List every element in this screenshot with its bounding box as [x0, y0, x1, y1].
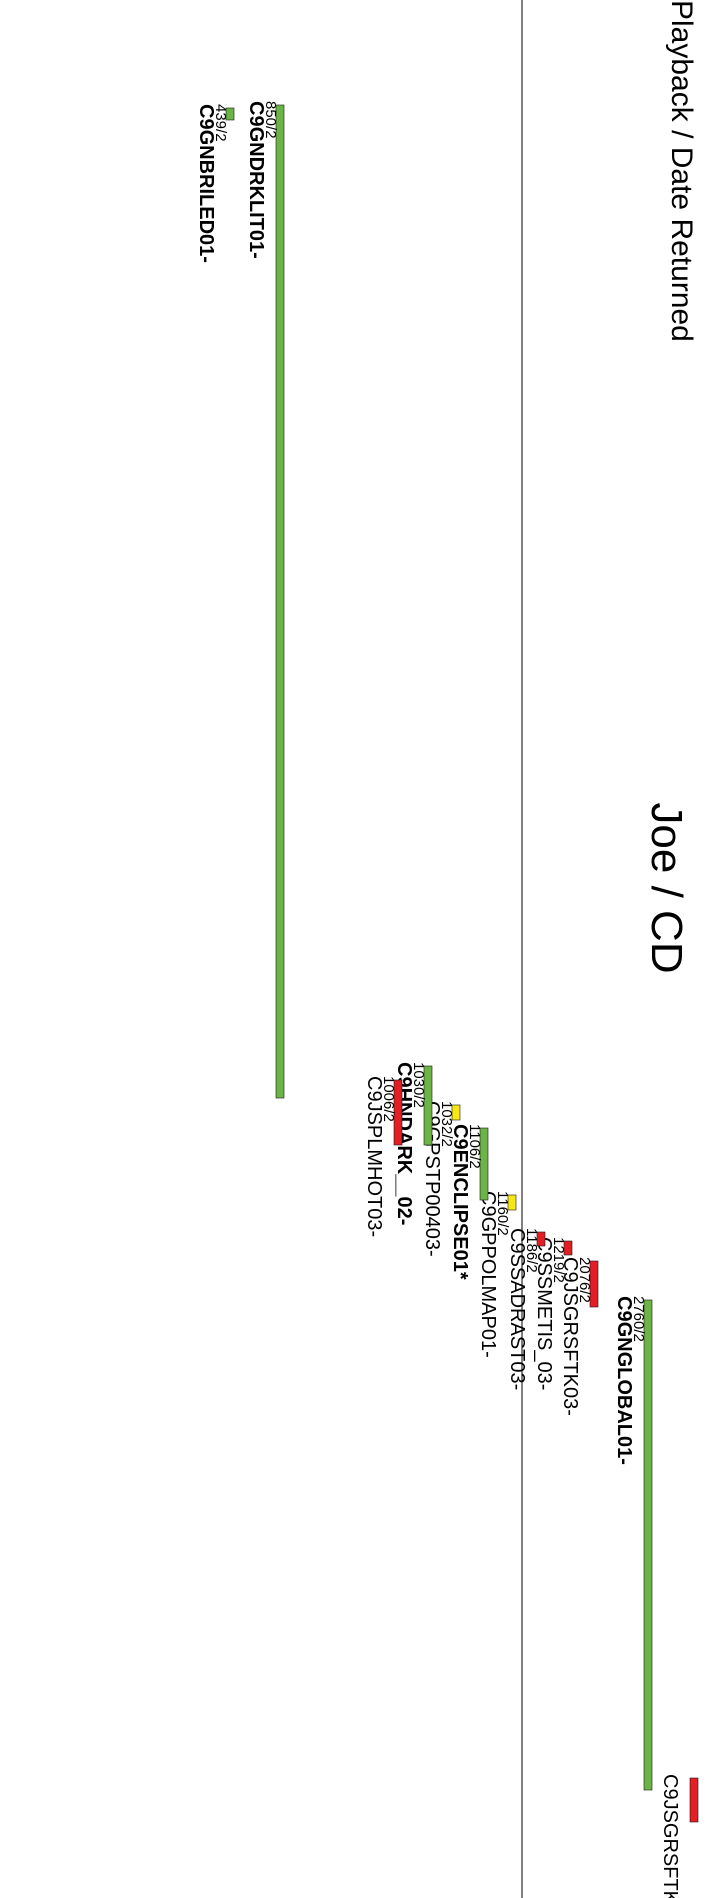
bar-b2 — [643, 1299, 653, 1791]
bar-b1 — [689, 1777, 699, 1823]
bar-value-b2: 2760/2 — [630, 1296, 647, 1342]
bar-b4 — [563, 1240, 573, 1256]
bar-value-b3: 2076/2 — [576, 1257, 593, 1303]
bar-b8 — [451, 1104, 461, 1121]
bar-b3 — [589, 1260, 599, 1308]
bar-b6 — [507, 1194, 517, 1211]
bar-label-b6: C9GPPOLMAP01- — [477, 1191, 499, 1358]
bar-value-b12: 439/2 — [212, 104, 229, 142]
x-axis-label: Playback / Date Returned — [665, 0, 698, 342]
bar-value-b10: 1006/2 — [380, 1076, 397, 1122]
bar-label-b10: C9JSPLMHOT03- — [363, 1076, 385, 1237]
bar-label-b3: C9JSGRSFTK03- — [559, 1257, 581, 1416]
bar-b11 — [275, 104, 285, 1099]
bar-label-b12: C9GNBRILED01- — [195, 104, 217, 263]
bar-value-b8: 1032/2 — [438, 1101, 455, 1147]
bar-label-b5: C9SSADRAST03- — [506, 1228, 528, 1390]
bar-b10 — [393, 1079, 403, 1146]
chart-title: Joe / CD — [642, 802, 691, 973]
bar-value-b4: 1219/2 — [550, 1237, 567, 1283]
bar-value-b9: 1030/2 — [410, 1062, 427, 1108]
bar-value-b6: 1160/2 — [494, 1191, 511, 1236]
bar-b5 — [536, 1231, 546, 1247]
bar-label-b11: C9GNDRKLIT01- — [245, 101, 267, 259]
bar-b7 — [479, 1127, 489, 1201]
bar-value-b11: 850/2 — [262, 101, 279, 139]
bar-b9 — [423, 1065, 433, 1146]
bar-label-b2: C9GNGLOBAL01- — [613, 1296, 635, 1465]
bar-b12 — [225, 107, 235, 121]
bar-label-b7: C9ENCLIPSE01* — [449, 1124, 471, 1280]
bar-value-b5: 1186/2 — [523, 1228, 540, 1273]
bar-label-b1: C9JSGRSFTK02- — [659, 1774, 681, 1898]
bar-value-b7: 1106/2 — [466, 1124, 483, 1169]
bar-label-b4: C9SSMETIS_03- — [533, 1237, 555, 1390]
bar-group: C9JSGRSFTK02- C9GNGLOBAL01-2760/2 C9JSGRSF… — [195, 101, 699, 1898]
